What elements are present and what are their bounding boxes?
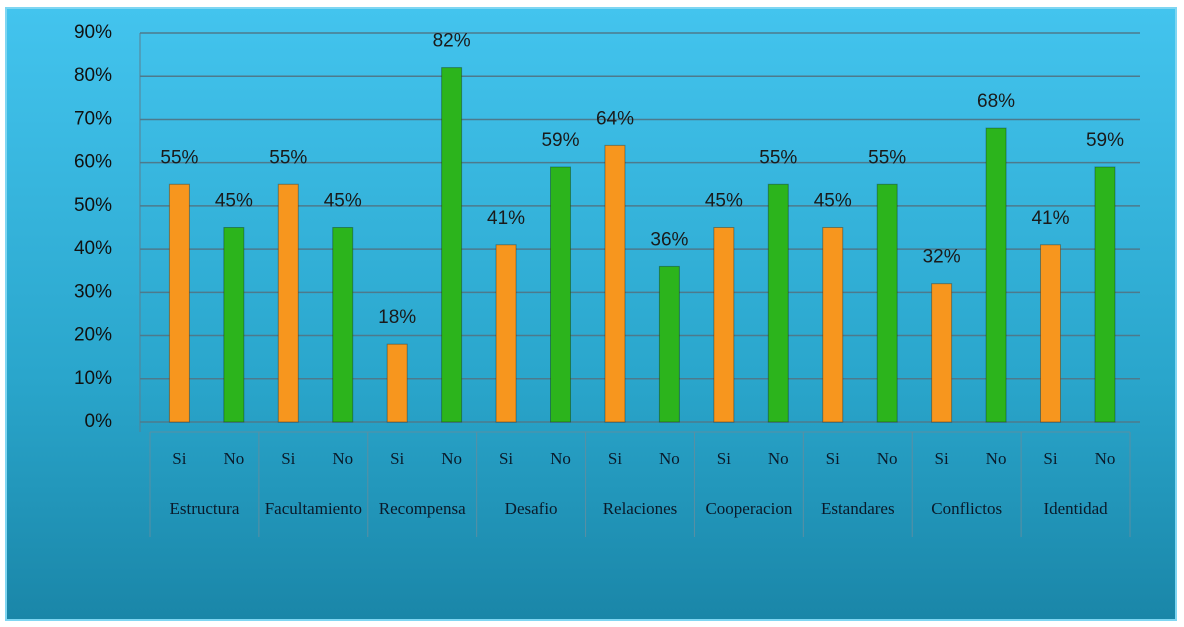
value-label: 45%	[705, 191, 743, 212]
value-label: 45%	[814, 191, 852, 212]
group-label: Identidad	[1043, 499, 1108, 518]
value-label: 45%	[215, 191, 253, 212]
bar	[876, 183, 898, 423]
y-tick-label: 50%	[74, 195, 112, 216]
bar	[658, 265, 680, 423]
bar	[767, 183, 789, 423]
group-label: Recompensa	[379, 499, 466, 518]
value-label: 59%	[1086, 130, 1124, 151]
group-label: Facultamiento	[265, 499, 362, 518]
group-label: Cooperacion	[705, 499, 792, 518]
bar	[223, 227, 245, 423]
value-label: 68%	[977, 91, 1015, 112]
y-tick-label: 30%	[74, 281, 112, 302]
value-label: 41%	[1031, 208, 1069, 229]
value-label: 45%	[324, 191, 362, 212]
x-tick-label: No	[441, 449, 462, 468]
value-label: 59%	[541, 130, 579, 151]
x-tick-label: Si	[717, 449, 731, 468]
value-label: 55%	[759, 147, 797, 168]
bar	[441, 67, 463, 423]
x-tick-label: Si	[608, 449, 622, 468]
y-tick-label: 60%	[74, 152, 112, 173]
x-tick-label: No	[1095, 449, 1116, 468]
bar	[1094, 166, 1116, 423]
bar	[168, 183, 190, 423]
group-label: Estructura	[170, 499, 240, 518]
value-label: 36%	[650, 229, 688, 250]
bar	[495, 244, 517, 423]
x-tick-label: No	[877, 449, 898, 468]
value-label: 82%	[433, 31, 471, 52]
y-tick-label: 80%	[74, 65, 112, 86]
x-tick-label: No	[768, 449, 789, 468]
group-label: Conflictos	[931, 499, 1002, 518]
y-tick-label: 40%	[74, 238, 112, 259]
bar	[822, 227, 844, 423]
x-tick-label: Si	[390, 449, 404, 468]
background	[5, 7, 1177, 621]
group-label: Desafio	[505, 499, 558, 518]
y-tick-label: 90%	[74, 22, 112, 43]
bar	[604, 144, 626, 423]
y-tick-label: 20%	[74, 325, 112, 346]
x-tick-label: Si	[935, 449, 949, 468]
x-tick-label: No	[332, 449, 353, 468]
value-label: 55%	[269, 147, 307, 168]
x-tick-label: Si	[499, 449, 513, 468]
bar	[931, 283, 953, 423]
bar	[550, 166, 572, 423]
group-label: Estandares	[821, 499, 895, 518]
x-tick-label: No	[986, 449, 1007, 468]
x-tick-label: Si	[1043, 449, 1057, 468]
bar	[985, 127, 1007, 423]
x-tick-label: No	[659, 449, 680, 468]
value-label: 55%	[160, 147, 198, 168]
value-label: 55%	[868, 147, 906, 168]
x-tick-label: Si	[281, 449, 295, 468]
bar	[332, 227, 354, 423]
y-tick-label: 70%	[74, 108, 112, 129]
value-label: 18%	[378, 307, 416, 328]
y-tick-label: 0%	[85, 411, 113, 432]
bar	[386, 343, 408, 423]
value-label: 41%	[487, 208, 525, 229]
group-label: Relaciones	[603, 499, 678, 518]
x-tick-label: Si	[826, 449, 840, 468]
bar	[277, 183, 299, 423]
x-tick-label: Si	[172, 449, 186, 468]
bar	[713, 227, 735, 423]
value-label: 32%	[923, 247, 961, 268]
value-label: 64%	[596, 108, 634, 129]
bar	[1040, 244, 1062, 423]
x-tick-label: No	[223, 449, 244, 468]
y-tick-label: 10%	[74, 368, 112, 389]
x-tick-label: No	[550, 449, 571, 468]
